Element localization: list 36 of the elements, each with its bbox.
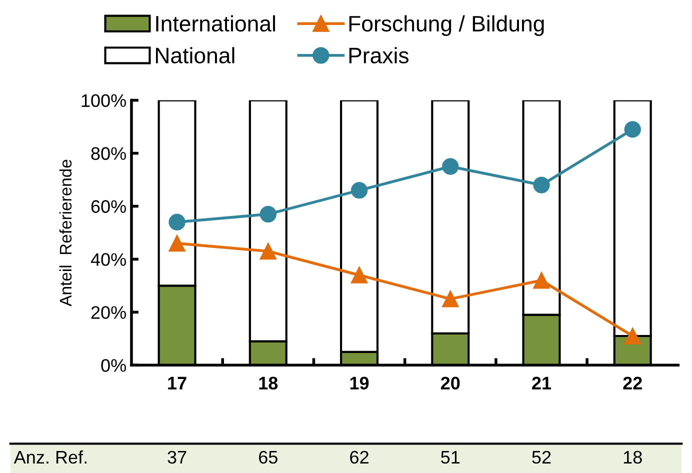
point bbox=[533, 176, 550, 194]
x-tick-label: 20 bbox=[440, 376, 460, 390]
text: 62 bbox=[350, 450, 368, 464]
x-tick-label: 21 bbox=[532, 376, 552, 390]
x-tick-label: 19 bbox=[350, 376, 369, 390]
y-tick-label: 0% bbox=[101, 359, 126, 372]
y-tick-label: 60% bbox=[91, 200, 126, 213]
text: 65 bbox=[259, 450, 278, 464]
point bbox=[624, 121, 641, 138]
y-tick-label: 20% bbox=[91, 306, 126, 319]
point bbox=[168, 234, 186, 252]
x-tick-label: 18 bbox=[259, 376, 278, 390]
y-axis-title: Anteil Referierende bbox=[59, 160, 72, 306]
legend-label: International bbox=[156, 15, 275, 32]
point bbox=[350, 182, 368, 199]
point bbox=[624, 328, 641, 344]
x-tick-label: 22 bbox=[623, 376, 642, 390]
text: 18 bbox=[624, 450, 642, 464]
point bbox=[168, 214, 186, 230]
point bbox=[260, 242, 276, 260]
text: Anz. Ref. bbox=[14, 450, 86, 464]
legend-label: Forschung / Bildung bbox=[349, 15, 544, 36]
text: 37 bbox=[168, 450, 186, 464]
point bbox=[442, 158, 459, 175]
point bbox=[533, 272, 550, 289]
legend-label: National bbox=[156, 47, 234, 64]
y-tick-label: 40% bbox=[90, 253, 126, 266]
point bbox=[442, 290, 459, 308]
point bbox=[350, 266, 368, 284]
legend-label: Praxis bbox=[349, 47, 409, 64]
y-tick-label: 100% bbox=[82, 94, 126, 107]
point bbox=[260, 206, 276, 223]
text: 51 bbox=[441, 451, 460, 464]
y-tick-label: 80% bbox=[91, 147, 126, 160]
x-tick-label: 17 bbox=[168, 376, 186, 390]
text: 52 bbox=[532, 450, 551, 464]
